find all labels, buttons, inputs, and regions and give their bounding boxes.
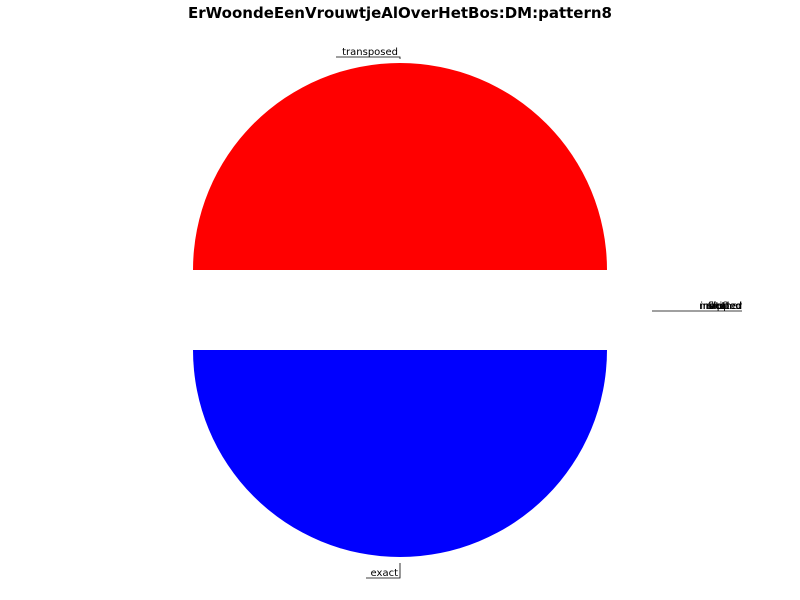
slice-label-rotated: rotated — [706, 301, 742, 312]
slice-label-flipped: flipped — [708, 301, 742, 312]
pie-slice-transposed — [193, 63, 607, 270]
slice-label-other: other — [715, 301, 743, 312]
slice-label-scaled: scaled — [710, 301, 742, 312]
slice-label-exact: exact — [371, 568, 399, 579]
slice-label-mirrored: mirrored — [699, 301, 742, 312]
leader-line-exact — [366, 563, 401, 579]
slice-label-shifted: shifted — [708, 301, 742, 312]
slice-label-transposed: transposed — [342, 47, 398, 58]
chart-title: ErWoondeEenVrouwtjeAlOverHetBos:DM:patte… — [188, 4, 612, 22]
leader-line-transposed — [336, 56, 401, 59]
pie-slice-exact — [193, 350, 607, 557]
slice-label-inverted: inverted — [700, 301, 742, 312]
